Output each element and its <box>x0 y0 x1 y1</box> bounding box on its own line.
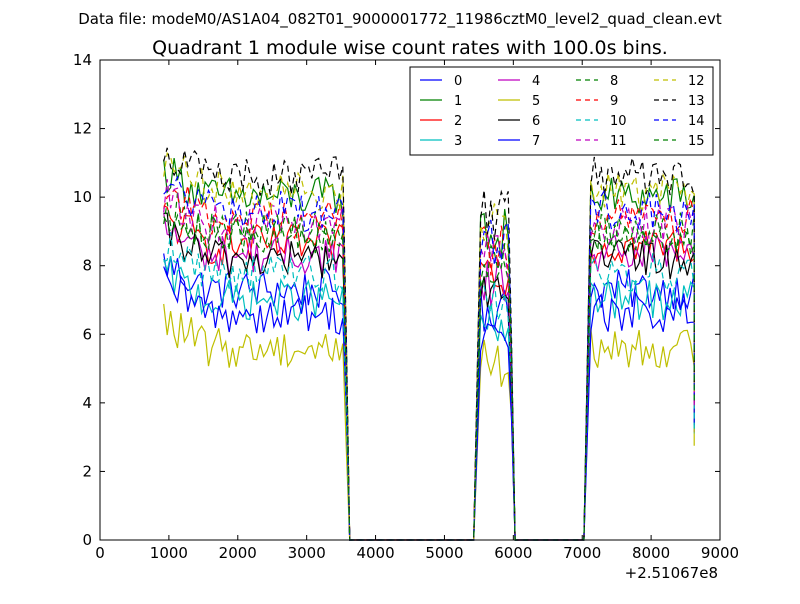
series-line-12 <box>163 151 695 541</box>
y-tick-label: 10 <box>73 188 92 206</box>
legend-label-15: 15 <box>688 134 705 149</box>
series-line-7 <box>163 266 695 541</box>
legend-label-5: 5 <box>532 94 540 109</box>
series-line-13 <box>163 147 695 541</box>
x-tick-label: 1000 <box>150 544 188 562</box>
series-line-10 <box>163 232 695 541</box>
series-line-6 <box>163 212 695 541</box>
legend-label-9: 9 <box>610 94 618 109</box>
series-line-4 <box>163 212 695 541</box>
series-line-2 <box>163 205 695 541</box>
x-tick-label: 3000 <box>288 544 326 562</box>
plot-area <box>163 147 695 541</box>
x-tick-label: 4000 <box>356 544 394 562</box>
y-tick-label: 6 <box>82 325 92 343</box>
series-line-11 <box>163 179 695 541</box>
legend-label-11: 11 <box>610 134 627 149</box>
legend-label-1: 1 <box>454 94 462 109</box>
axes-frame <box>99 59 721 541</box>
series-line-0 <box>163 253 695 541</box>
axis-ticks: 0 1000 2000 3000 4000 5000 6000 7000 8000 9000 0 2 4… <box>73 51 739 562</box>
y-tick-label: 0 <box>82 531 92 549</box>
series-line-3 <box>163 256 695 541</box>
x-tick-label: 9000 <box>701 544 739 562</box>
legend-label-8: 8 <box>610 74 618 89</box>
legend-label-4: 4 <box>532 74 540 89</box>
y-tick-label: 8 <box>82 257 92 275</box>
x-tick-label: 7000 <box>563 544 601 562</box>
legend-label-14: 14 <box>688 114 705 129</box>
series-line-14 <box>163 175 695 541</box>
chart-suptitle: Data file: modeM0/AS1A04_082T01_90000017… <box>78 10 722 29</box>
legend-label-12: 12 <box>688 74 705 89</box>
legend-label-7: 7 <box>532 134 540 149</box>
y-tick-label: 2 <box>82 462 92 480</box>
x-tick-label: 8000 <box>632 544 670 562</box>
series-line-8 <box>163 192 695 541</box>
series-line-1 <box>163 158 695 541</box>
y-tick-label: 12 <box>73 120 92 138</box>
legend-label-0: 0 <box>454 74 462 89</box>
x-offset-label: +2.51067e8 <box>625 564 718 582</box>
chart-title: Quadrant 1 module wise count rates with … <box>152 37 668 59</box>
legend-label-3: 3 <box>454 134 462 149</box>
legend-label-13: 13 <box>688 94 705 109</box>
y-tick-label: 4 <box>82 394 92 412</box>
x-tick-label: 6000 <box>494 544 532 562</box>
x-tick-label: 5000 <box>425 544 463 562</box>
legend-label-2: 2 <box>454 114 462 129</box>
legend-label-6: 6 <box>532 114 540 129</box>
legend-box <box>409 66 714 156</box>
y-tick-label: 14 <box>73 51 92 69</box>
x-tick-label: 0 <box>95 544 105 562</box>
x-tick-label: 2000 <box>219 544 257 562</box>
series-line-5 <box>163 303 695 541</box>
legend-label-10: 10 <box>610 114 627 129</box>
series-line-15 <box>163 213 695 541</box>
